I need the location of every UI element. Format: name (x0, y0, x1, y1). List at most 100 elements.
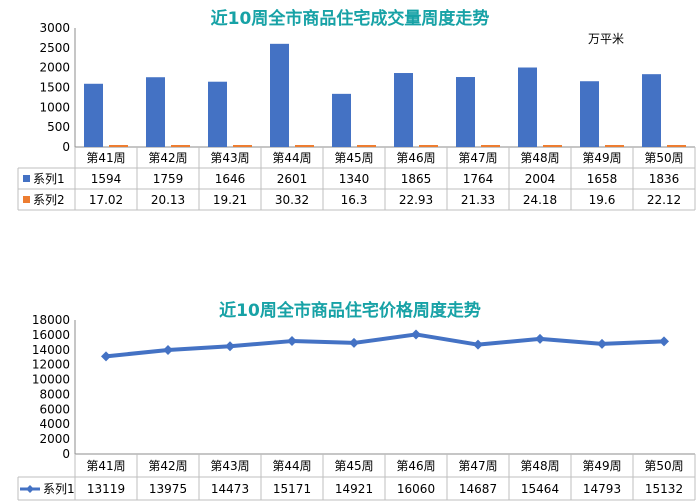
chart1-data-label: 22.12 (647, 193, 681, 207)
chart2-data-label: 14793 (583, 482, 621, 496)
chart1-data-label: 22.93 (399, 193, 433, 207)
chart1-bar-1 (456, 77, 475, 147)
chart1-data-label: 1759 (153, 172, 184, 186)
chart2-y-tick-label: 18000 (32, 313, 70, 327)
chart1-data-label: 1865 (401, 172, 432, 186)
chart1-y-tick-label: 2500 (39, 41, 70, 55)
chart2-x-tick-label: 第45周 (334, 459, 373, 473)
chart2-point (535, 333, 545, 344)
chart2-y-tick-label: 8000 (39, 387, 70, 401)
chart2-y-tick-label: 12000 (32, 358, 70, 372)
chart2-data-label: 15171 (273, 482, 311, 496)
chart1-legend-swatch (23, 196, 30, 203)
chart2-data-label: 14473 (211, 482, 249, 496)
chart1-data-label: 24.18 (523, 193, 557, 207)
chart2-y-tick-label: 4000 (39, 417, 70, 431)
chart2-x-tick-label: 第41周 (86, 459, 125, 473)
chart2-point (473, 339, 483, 350)
chart2-y-tick-label: 2000 (39, 432, 70, 446)
chart2-data-label: 13975 (149, 482, 187, 496)
chart2-x-tick-label: 第43周 (210, 459, 249, 473)
chart1-bar-2 (667, 145, 686, 147)
chart1-y-tick-label: 1000 (39, 100, 70, 114)
chart1-y-tick-label: 1500 (39, 81, 70, 95)
chart2-x-tick-label: 第49周 (582, 459, 621, 473)
chart1-bar-2 (295, 145, 314, 147)
chart2-y-tick-label: 6000 (39, 402, 70, 416)
chart1-data-label: 1764 (463, 172, 494, 186)
chart2-x-tick-label: 第44周 (272, 459, 311, 473)
chart1-data-label: 21.33 (461, 193, 495, 207)
chart2-series-line (105, 332, 665, 359)
chart2-legend-marker (26, 485, 34, 493)
chart1-bar-2 (419, 145, 438, 147)
chart1-bar-2 (605, 145, 624, 147)
chart1-bar-2 (357, 145, 376, 147)
chart2-x-tick-label: 第46周 (396, 459, 435, 473)
chart1-data-label: 19.21 (213, 193, 247, 207)
chart2-data-label: 15132 (645, 482, 683, 496)
chart1-x-tick-label: 第42周 (148, 151, 187, 165)
chart1-x-tick-label: 第44周 (272, 151, 311, 165)
chart1-data-label: 1594 (91, 172, 122, 186)
chart2-point (225, 341, 235, 352)
chart1-x-tick-label: 第41周 (86, 151, 125, 165)
chart1-bar-1 (642, 74, 661, 147)
chart2-y-tick-label: 14000 (32, 343, 70, 357)
chart1-legend-label: 系列2 (33, 193, 65, 207)
chart2-x-tick-label: 第42周 (148, 459, 187, 473)
chart1-x-tick-label: 第48周 (520, 151, 559, 165)
chart2-point (659, 336, 669, 347)
chart1-bar-1 (84, 83, 103, 147)
chart2-data-label: 15464 (521, 482, 559, 496)
chart2-point (163, 344, 173, 355)
chart1-x-tick-label: 第50周 (644, 151, 683, 165)
chart2-point (349, 337, 359, 348)
chart1-y-tick-label: 0 (62, 140, 70, 154)
chart1-bar-2 (109, 145, 128, 147)
chart1-data-label: 1340 (339, 172, 370, 186)
chart1-y-tick-label: 2000 (39, 61, 70, 75)
chart2-data-label: 14921 (335, 482, 373, 496)
chart1-bar-1 (332, 93, 351, 147)
chart1-data-label: 19.6 (589, 193, 616, 207)
chart1-bar-1 (146, 77, 165, 147)
chart2-y-tick-label: 16000 (32, 328, 70, 342)
chart1-legend-label: 系列1 (33, 172, 65, 186)
chart1-data-label: 1658 (587, 172, 618, 186)
chart1-bar-1 (518, 67, 537, 147)
chart1-bar-2 (233, 145, 252, 147)
chart2-x-tick-label: 第48周 (520, 459, 559, 473)
chart1-data-label: 30.32 (275, 193, 309, 207)
chart2-point (411, 329, 421, 340)
chart2-point (597, 338, 607, 349)
chart2-y-tick-label: 0 (62, 447, 70, 461)
chart2-legend-label: 系列1 (43, 482, 75, 496)
chart1-data-label: 1836 (649, 172, 680, 186)
chart2-title: 近10周全市商品住宅价格周度走势 (219, 301, 481, 321)
chart1-x-tick-label: 第49周 (582, 151, 621, 165)
chart1-legend-swatch (23, 175, 30, 182)
chart1-bar-2 (171, 145, 190, 147)
chart1-bar-1 (270, 43, 289, 148)
chart1-data-label: 2601 (277, 172, 308, 186)
chart1-bar-1 (208, 81, 227, 147)
chart1-x-tick-label: 第46周 (396, 151, 435, 165)
chart2-x-tick-label: 第50周 (644, 459, 683, 473)
chart2-y-tick-label: 10000 (32, 373, 70, 387)
chart1-data-label: 20.13 (151, 193, 185, 207)
chart2-x-tick-label: 第47周 (458, 459, 497, 473)
chart1-bar-1 (580, 81, 599, 147)
chart1-data-label: 2004 (525, 172, 556, 186)
chart1-x-tick-label: 第43周 (210, 151, 249, 165)
chart1-data-label: 17.02 (89, 193, 123, 207)
chart1-x-tick-label: 第45周 (334, 151, 373, 165)
chart1-unit-label: 万平米 (588, 32, 625, 46)
chart1-bar-1 (394, 73, 413, 147)
chart1-bar-2 (543, 145, 562, 147)
chart2-point (101, 351, 111, 362)
chart1-data-label: 16.3 (341, 193, 368, 207)
chart2-data-label: 16060 (397, 482, 435, 496)
chart1-y-tick-label: 3000 (39, 21, 70, 35)
